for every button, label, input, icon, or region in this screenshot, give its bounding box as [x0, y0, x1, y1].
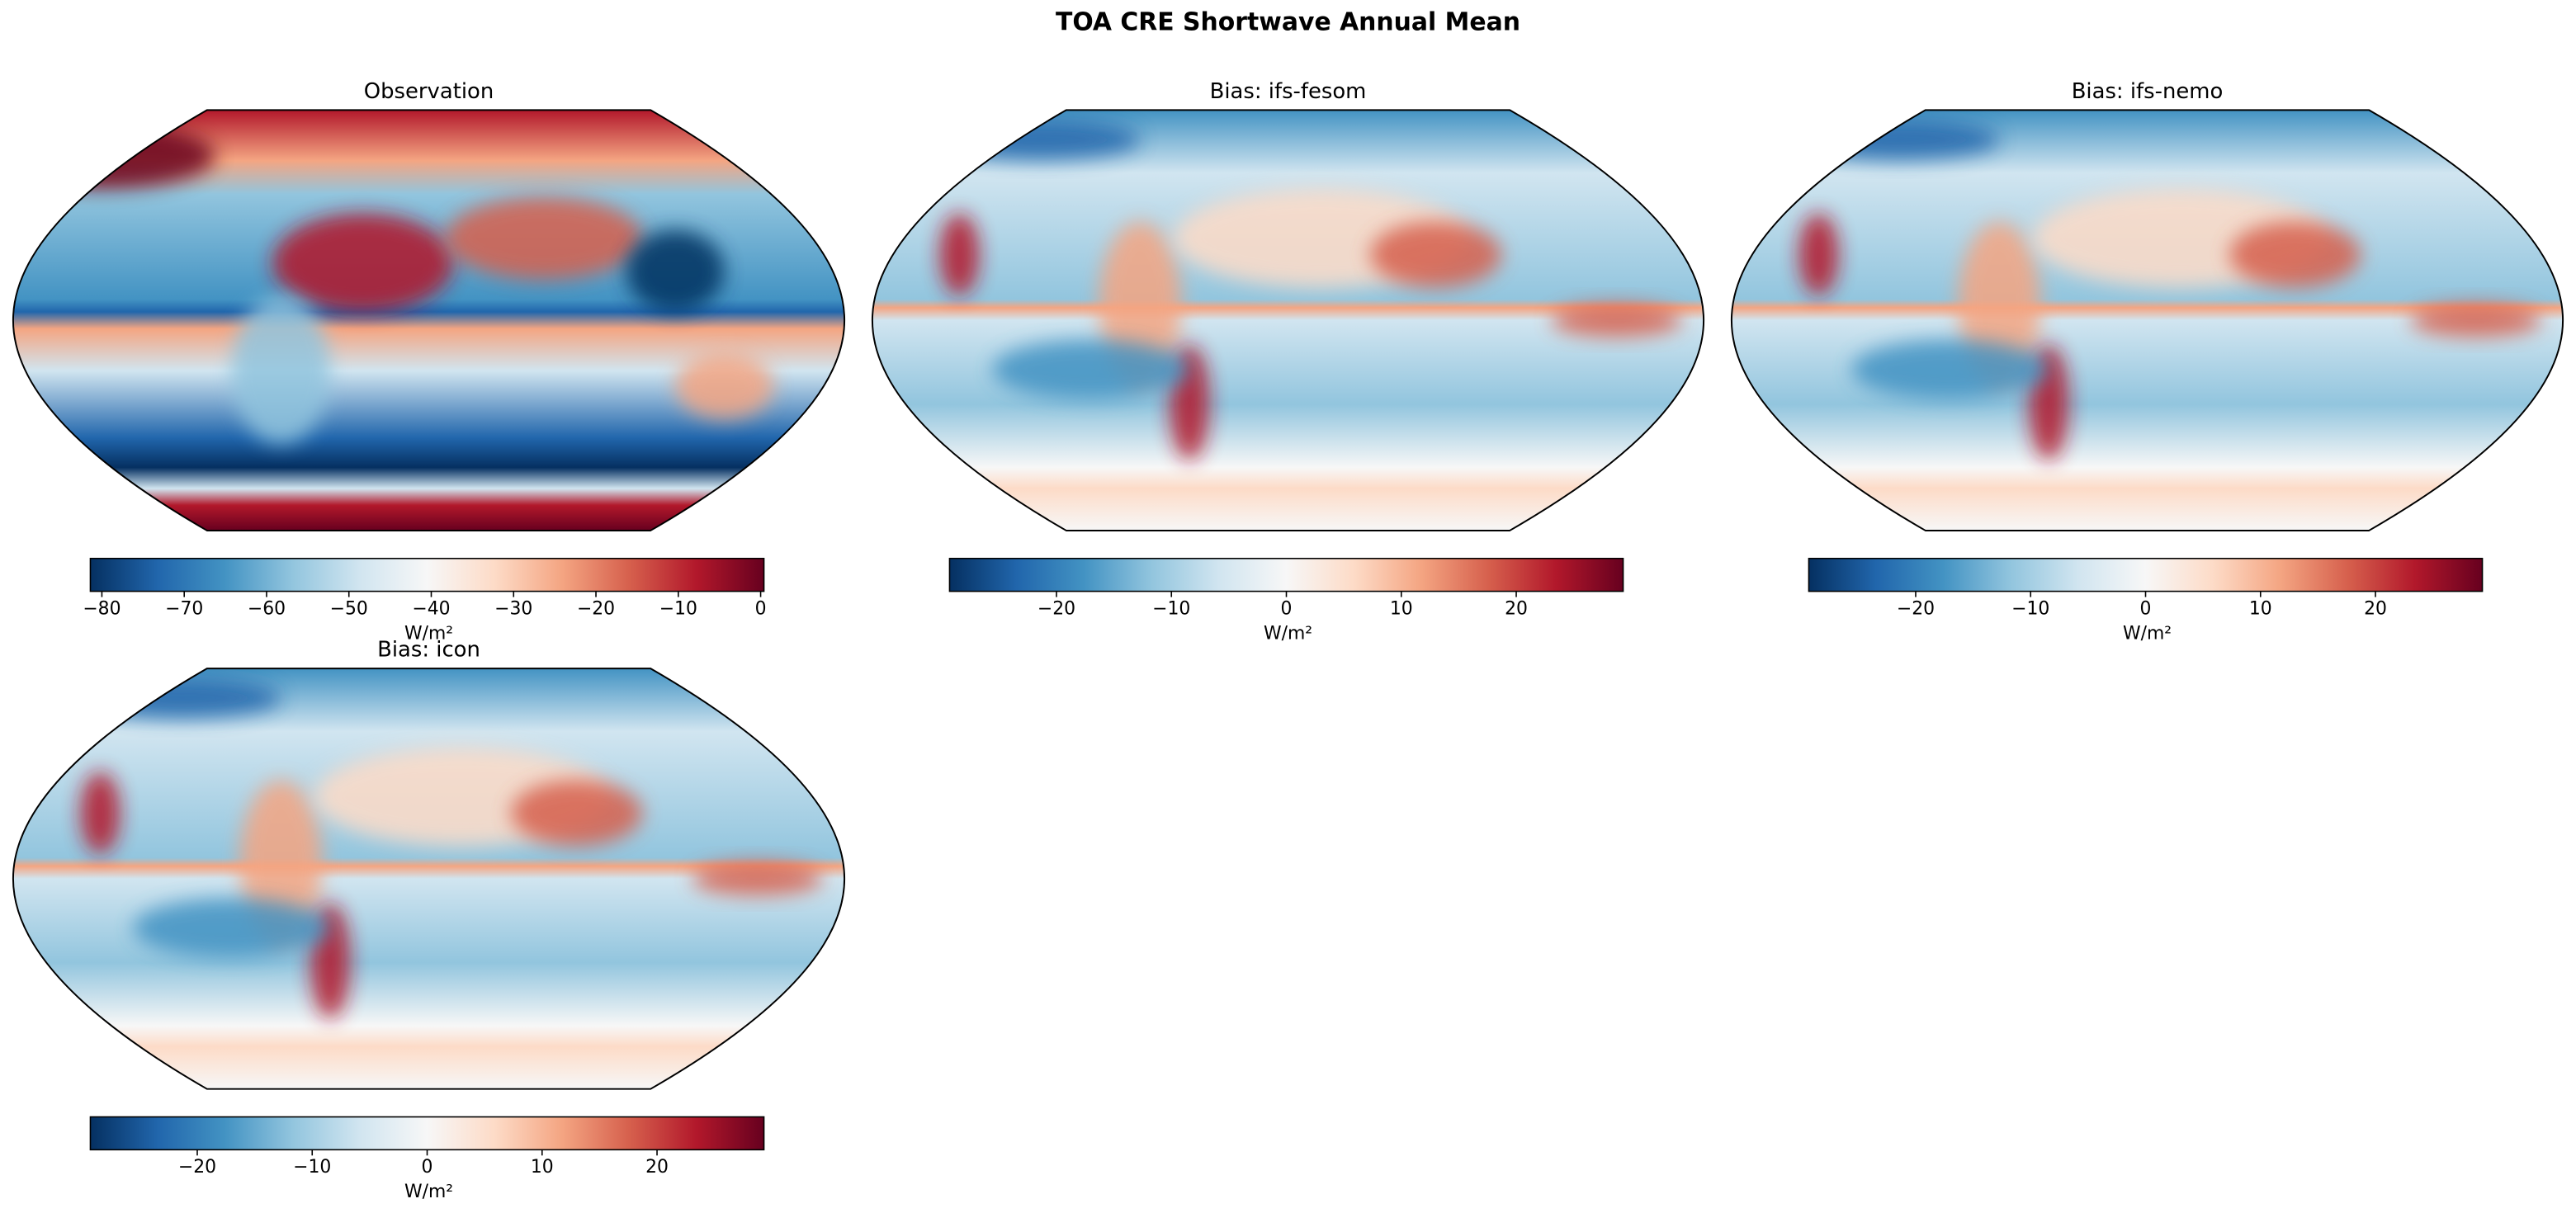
map-field-patch: [992, 340, 1190, 399]
map-field-patch: [1851, 340, 2049, 399]
colorbar-tick-label: −20: [1897, 598, 1935, 619]
colorbar-tick-label: −40: [412, 598, 450, 619]
colorbar-tick-label: 0: [755, 598, 767, 619]
map-field-patch: [675, 352, 774, 419]
map-field-patch: [1550, 304, 1683, 337]
map-outline: [12, 109, 846, 531]
map-panel: Bias: ifs-nemo −20 −10 0 10 20 W/m²: [1730, 79, 2564, 644]
colorbar-tick-label: −20: [178, 1157, 216, 1178]
map-field-patch: [626, 229, 725, 313]
colorbar-tick-label: 0: [2140, 598, 2152, 619]
panel-title: Bias: ifs-nemo: [2072, 79, 2224, 104]
colorbar-tick-label: 20: [1505, 598, 1528, 619]
colorbar-tick-label: −10: [293, 1157, 331, 1178]
colorbar: [948, 557, 1624, 592]
panel-title: Bias: icon: [377, 638, 480, 663]
colorbar: [89, 557, 765, 592]
colorbar-label: W/m²: [2123, 623, 2172, 644]
map-field: [12, 110, 845, 531]
colorbar-tick-label: −30: [494, 598, 532, 619]
map-field: [12, 668, 845, 1089]
colorbar-tick-label: 10: [531, 1157, 554, 1178]
colorbar-tick-label: −50: [330, 598, 368, 619]
colorbar-tick-label: −60: [248, 598, 286, 619]
colorbar-tick-label: 0: [422, 1157, 433, 1178]
map-field-patch: [133, 898, 331, 958]
map-field-patch: [83, 678, 281, 718]
colorbar-tick-label: 20: [645, 1157, 669, 1178]
colorbar-tick-label: −10: [1152, 598, 1190, 619]
map-panel: Bias: icon −20 −10 0 10 20 W/m²: [12, 638, 846, 1202]
map-outline: [1730, 109, 2564, 531]
colorbar-tick-label: 20: [2364, 598, 2387, 619]
map-panel: Bias: ifs-fesom −20 −10 0 10 20 W/m²: [871, 79, 1705, 644]
map-field-patch: [2409, 304, 2542, 337]
panel-title: Bias: ifs-fesom: [1210, 79, 1367, 104]
map-field-patch: [231, 295, 331, 444]
colorbar: [89, 1116, 765, 1151]
map-field-patch: [445, 196, 643, 280]
map-field-patch: [1370, 221, 1502, 288]
colorbar-tick-label: −20: [577, 598, 615, 619]
map-field-patch: [939, 213, 980, 296]
map-field-patch: [80, 772, 121, 855]
colorbar-tick-label: −80: [83, 598, 121, 619]
colorbar-label: W/m²: [1264, 623, 1312, 644]
colorbar-tick-label: −10: [659, 598, 697, 619]
map-outline: [871, 109, 1705, 531]
map-field-patch: [2229, 221, 2361, 288]
map-field: [872, 110, 1704, 531]
map-panel: Observation −80 −70 −60 −50 −40 −30 −20 −10 0 W/m²: [12, 79, 846, 644]
colorbar-label: W/m²: [404, 623, 453, 644]
map-field-patch: [691, 862, 824, 895]
map-field-patch: [272, 213, 454, 313]
figure-title: TOA CRE Shortwave Annual Mean: [1056, 7, 1520, 36]
map-field-patch: [1802, 120, 2000, 160]
colorbar-tick-label: −70: [165, 598, 203, 619]
colorbar-tick-label: 10: [2249, 598, 2272, 619]
map-field: [1731, 110, 2564, 531]
colorbar-label: W/m²: [404, 1182, 453, 1202]
colorbar-tick-label: −10: [2011, 598, 2049, 619]
map-field-patch: [511, 780, 643, 847]
colorbar-tick-label: 0: [1281, 598, 1293, 619]
colorbar-tick-label: −20: [1037, 598, 1075, 619]
colorbar: [1808, 557, 2484, 592]
map-field-patch: [1798, 213, 1839, 296]
map-field-patch: [943, 120, 1141, 160]
map-outline: [12, 668, 846, 1090]
colorbar-tick-label: 10: [1390, 598, 1413, 619]
panel-title: Observation: [364, 79, 494, 104]
